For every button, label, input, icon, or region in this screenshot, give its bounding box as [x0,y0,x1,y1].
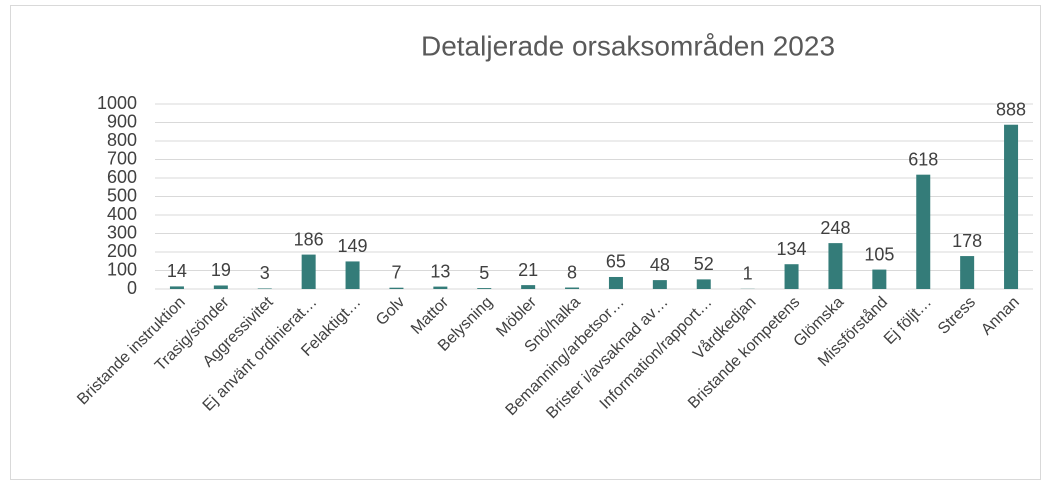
y-tick-label: 500 [107,185,137,205]
bar [784,264,799,289]
y-tick-label: 700 [107,148,137,168]
y-tick-label: 300 [107,222,137,242]
y-tick-label: 200 [107,241,137,261]
data-label: 8 [567,262,577,282]
bar [1004,124,1019,289]
data-label: 888 [996,99,1026,119]
bar [433,286,448,289]
bar [652,280,667,289]
data-label: 5 [479,263,489,283]
data-label: 19 [211,260,231,280]
bar [960,256,975,289]
data-label: 48 [650,255,670,275]
data-label: 178 [952,231,982,251]
bar [213,285,228,289]
data-label: 248 [820,218,850,238]
bar [565,287,580,289]
data-label: 13 [430,261,450,281]
y-tick-label: 900 [107,111,137,131]
data-label: 52 [694,254,714,274]
y-tick-label: 600 [107,167,137,187]
bar [301,254,316,289]
data-label: 1 [743,264,753,284]
chart-title: Detaljerade orsaksområden 2023 [421,30,835,61]
y-tick-label: 1000 [97,93,137,113]
bar [389,287,404,289]
bar [257,288,272,289]
data-label: 14 [167,261,187,281]
y-tick-label: 100 [107,259,137,279]
bar [872,269,887,289]
data-label: 3 [260,263,270,283]
bar [608,276,623,289]
chart-border [10,5,1041,480]
data-label: 134 [777,239,807,259]
bar [916,174,931,289]
bar [696,279,711,289]
y-tick-label: 400 [107,204,137,224]
data-label: 65 [606,252,626,272]
y-tick-label: 0 [127,278,137,298]
data-label: 21 [518,260,538,280]
data-label: 7 [391,262,401,282]
bar [477,288,492,289]
bar [345,261,360,289]
data-label: 105 [864,244,894,264]
y-tick-label: 800 [107,130,137,150]
bar [828,243,843,289]
data-label: 149 [338,236,368,256]
data-label: 618 [908,149,938,169]
bar [521,285,536,289]
data-label: 186 [294,229,324,249]
bar [169,286,184,289]
